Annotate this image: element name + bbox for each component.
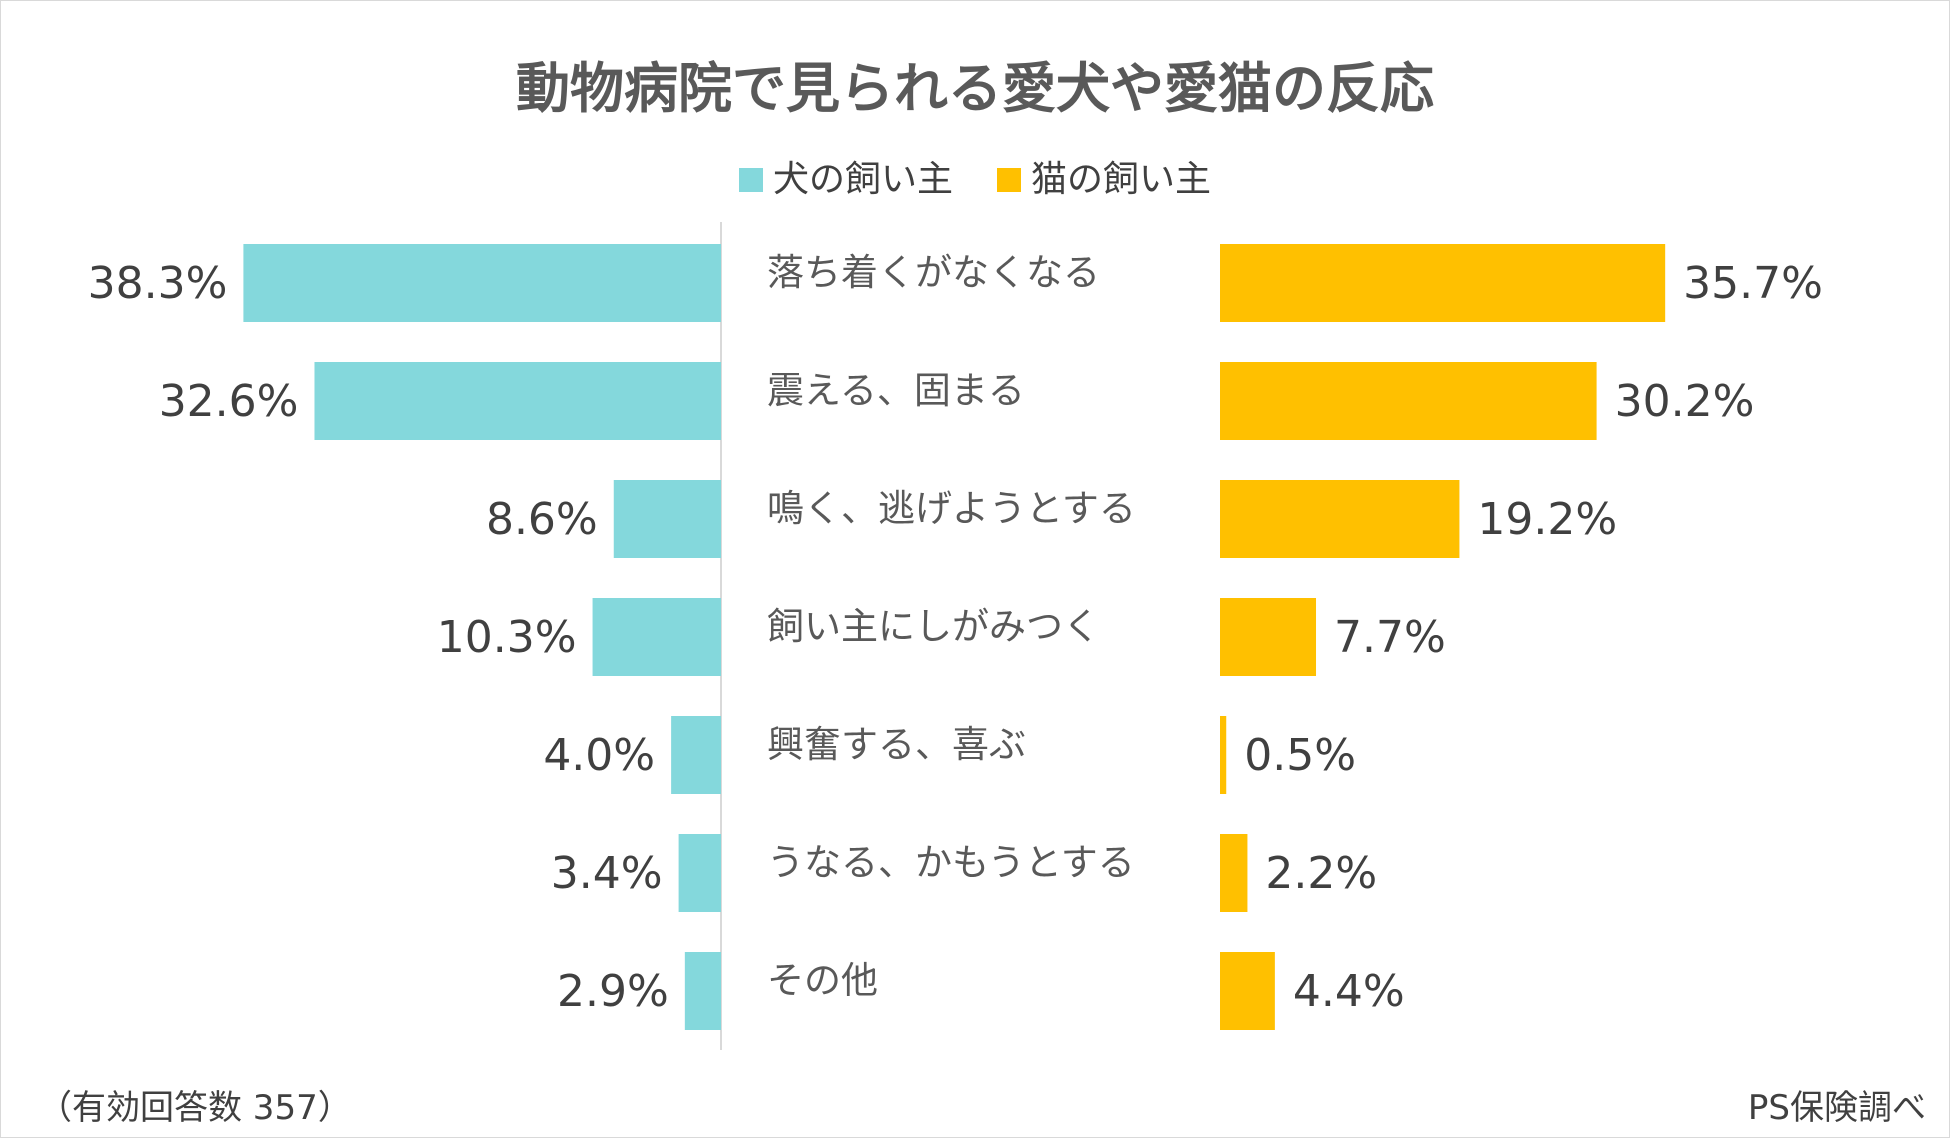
bar-dog xyxy=(314,362,721,440)
bar-cat xyxy=(1220,716,1227,794)
bar-dog xyxy=(678,834,721,912)
data-label-dog: 3.4% xyxy=(551,848,663,899)
legend-item-dog: 犬の飼い主 xyxy=(738,150,953,202)
data-label-dog: 4.0% xyxy=(543,730,655,781)
bar-cat xyxy=(1220,480,1460,558)
data-label-dog: 8.6% xyxy=(486,494,598,545)
data-label-cat: 35.7% xyxy=(1683,258,1823,309)
data-label-cat: 7.7% xyxy=(1334,612,1446,663)
category-label: 興奮する、喜ぶ xyxy=(767,723,1026,766)
legend-label-cat: 猫の飼い主 xyxy=(1031,159,1212,200)
bar-dog xyxy=(671,716,721,794)
category-label: 鳴く、逃げようとする xyxy=(767,487,1136,530)
source-note: PS保険調べ xyxy=(1747,1088,1926,1128)
data-label-cat: 0.5% xyxy=(1244,730,1356,781)
bar-cat xyxy=(1220,952,1275,1030)
data-label-dog: 10.3% xyxy=(437,612,577,663)
legend: 犬の飼い主 猫の飼い主 xyxy=(0,150,1950,202)
legend-item-cat: 猫の飼い主 xyxy=(997,150,1211,202)
bar-cat xyxy=(1220,362,1597,440)
bar-cat xyxy=(1220,244,1666,322)
bar-dog xyxy=(613,480,721,558)
bar-dog xyxy=(243,244,722,322)
category-label: 落ち着くがなくなる xyxy=(767,251,1100,294)
legend-label-dog: 犬の飼い主 xyxy=(772,159,953,200)
data-label-cat: 4.4% xyxy=(1293,966,1405,1017)
data-label-cat: 30.2% xyxy=(1615,376,1755,427)
data-label-dog: 38.3% xyxy=(88,258,228,309)
category-label: 震える、固まる xyxy=(767,369,1025,412)
data-label-dog: 32.6% xyxy=(159,376,299,427)
category-label: 飼い主にしがみつく xyxy=(767,605,1100,648)
category-label: その他 xyxy=(767,959,878,1002)
bar-dog xyxy=(684,952,721,1030)
bar-cat xyxy=(1220,834,1248,912)
data-label-dog: 2.9% xyxy=(557,966,669,1017)
sample-size-note: （有効回答数 357） xyxy=(38,1088,352,1128)
data-label-cat: 2.2% xyxy=(1265,848,1377,899)
chart-title: 動物病院で見られる愛犬や愛猫の反応 xyxy=(516,57,1434,120)
bar-dog xyxy=(592,598,721,676)
bar-cat xyxy=(1220,598,1317,676)
legend-swatch-dog xyxy=(738,168,763,192)
legend-swatch-cat xyxy=(997,168,1021,192)
data-label-cat: 19.2% xyxy=(1477,494,1617,545)
category-label: うなる、かもうとする xyxy=(767,841,1135,884)
